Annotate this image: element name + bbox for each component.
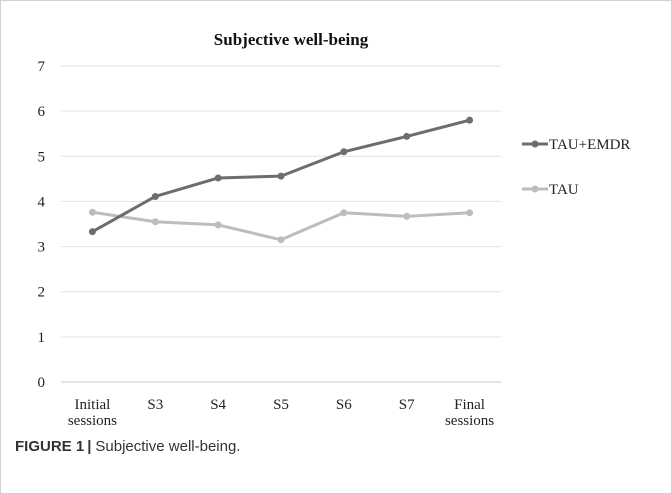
caption-label: FIGURE 1 [15,438,85,455]
data-point [277,236,285,244]
x-tick-label: Initial sessions [68,397,117,429]
x-tick-label: Final sessions [445,397,494,429]
figure-caption: FIGURE 1 | Subjective well-being. [15,438,240,455]
y-tick-label: 2 [38,285,46,301]
legend-label: TAU+EMDR [549,137,630,153]
caption-text: Subjective well-being. [95,438,241,455]
data-point [277,172,285,180]
legend-label: TAU [549,182,579,198]
data-point [88,208,96,216]
y-tick-label: 3 [38,240,46,256]
data-point [466,209,474,217]
caption-separator: | [87,438,92,455]
data-point [403,212,411,220]
y-tick-label: 4 [38,194,46,210]
data-point [151,218,159,226]
x-tick-label: S3 [147,397,163,413]
data-point [214,221,222,229]
data-point [340,209,348,217]
series-line-tau [90,210,472,242]
y-tick-label: 5 [38,149,46,165]
y-tick-label: 1 [38,330,46,346]
x-tick-label: S7 [399,397,415,413]
y-tick-label: 7 [38,59,46,75]
y-tick-label: 6 [38,104,46,120]
data-point [466,116,474,124]
data-point [214,174,222,182]
y-tick-label: 0 [38,375,46,391]
chart-title: Subjective well-being [214,30,369,49]
data-point [151,192,159,200]
data-point [403,132,411,140]
line-chart: Subjective well-being 0 1 2 3 4 5 6 7 Initial sess… [38,30,631,429]
x-tick-label: S5 [273,397,289,413]
legend-marker [531,185,539,193]
x-tick-label: S6 [336,397,352,413]
x-tick-label: S4 [210,397,226,413]
data-point [88,228,96,236]
legend-marker [531,140,539,148]
data-point [340,148,348,156]
